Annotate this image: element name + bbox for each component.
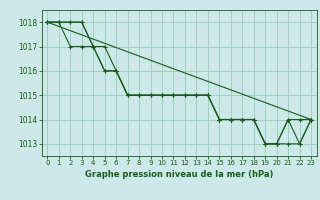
X-axis label: Graphe pression niveau de la mer (hPa): Graphe pression niveau de la mer (hPa) — [85, 170, 273, 179]
